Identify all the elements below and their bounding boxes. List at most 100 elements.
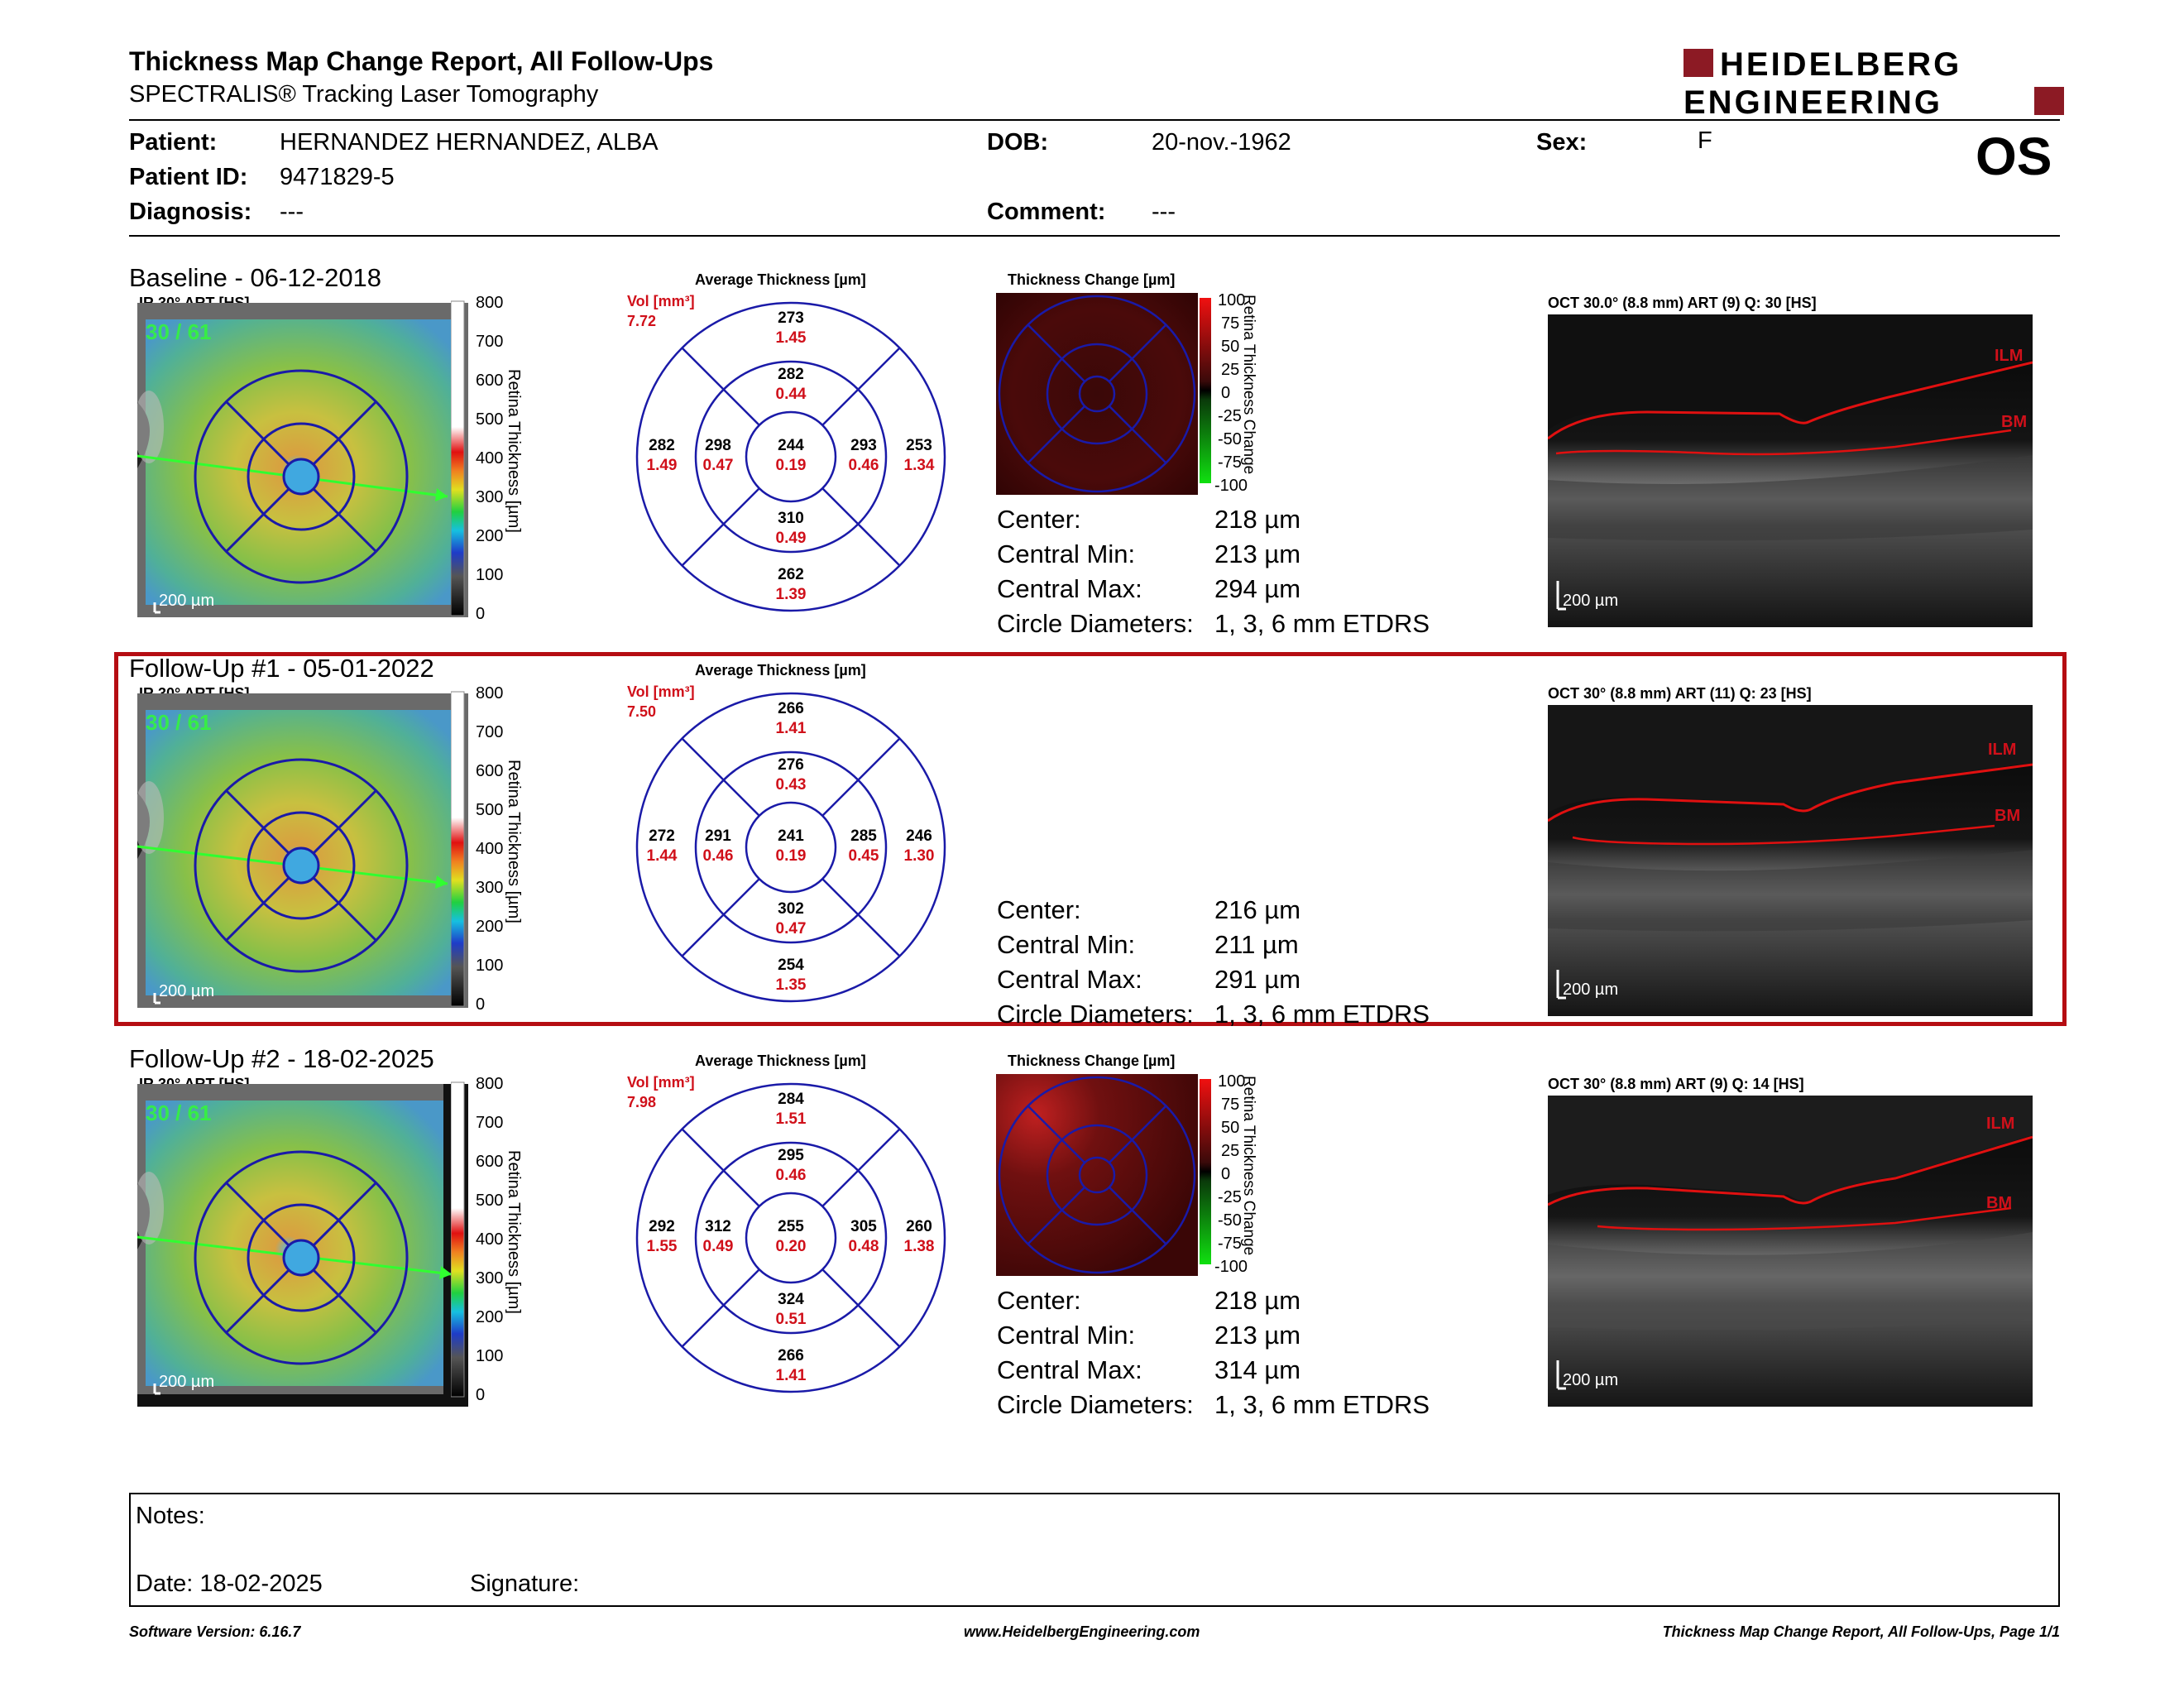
svg-text:293: 293 (850, 437, 877, 454)
heidelberg-logo: HEIDELBERG ENGINEERING (1684, 46, 2064, 120)
svg-text:800: 800 (476, 1076, 503, 1093)
follow-up-2-title: Follow-Up #2 - 18-02-2025 (129, 1044, 434, 1073)
svg-text:200 µm: 200 µm (1563, 592, 1618, 610)
svg-text:100: 100 (476, 957, 503, 975)
svg-text:273: 273 (778, 309, 804, 327)
svg-text:500: 500 (476, 801, 503, 819)
svg-text:-75: -75 (1218, 453, 1242, 472)
svg-text:0.47: 0.47 (703, 457, 734, 474)
footer-page-info: Thickness Map Change Report, All Follow-… (1662, 1623, 2060, 1640)
svg-text:-100: -100 (1214, 477, 1248, 495)
follow-up-1-colorbar: 800 700 600 500 400 300 200 100 0 Retina… (451, 685, 523, 1014)
baseline-oct-label: OCT 30.0° (8.8 mm) ART (9) Q: 30 [HS] (1548, 295, 1817, 311)
svg-text:0.44: 0.44 (776, 386, 807, 403)
svg-text:500: 500 (476, 410, 503, 429)
svg-text:100: 100 (1218, 291, 1245, 309)
svg-text:400: 400 (476, 449, 503, 468)
svg-text:0: 0 (1221, 384, 1230, 402)
svg-text:0.48: 0.48 (849, 1238, 879, 1255)
svg-text:BM: BM (2001, 413, 2027, 431)
baseline-avg-title: Average Thickness [µm] (695, 271, 866, 288)
patient-label: Patient: (129, 129, 218, 156)
svg-text:-50: -50 (1218, 430, 1242, 448)
follow-up-2-change-title: Thickness Change [µm] (1008, 1053, 1176, 1069)
svg-text:1.30: 1.30 (904, 847, 935, 865)
svg-text:1.34: 1.34 (904, 457, 935, 474)
svg-text:0.47: 0.47 (776, 920, 807, 938)
svg-text:244: 244 (778, 437, 804, 454)
follow-up-1-etdrs-grid: Vol [mm³] 7.50 266 1.41 276 0.43 272 1.4… (627, 683, 946, 1003)
svg-text:200 µm: 200 µm (159, 1373, 214, 1391)
follow-up-1-oct-scan: ILM BM 200 µm (1548, 705, 2033, 1016)
follow-up-1-title: Follow-Up #1 - 05-01-2022 (129, 654, 434, 683)
svg-text:-25: -25 (1218, 1188, 1242, 1206)
sex-label: Sex: (1536, 129, 1588, 156)
svg-text:0: 0 (476, 995, 485, 1014)
svg-text:BM: BM (1995, 807, 2020, 825)
svg-text:0: 0 (476, 605, 485, 623)
svg-text:1.49: 1.49 (647, 457, 678, 474)
follow-up-1-max-label: Central Max: (997, 965, 1142, 994)
notes-box[interactable] (129, 1493, 2060, 1607)
follow-up-2-min-label: Central Min: (997, 1321, 1136, 1350)
patient-id-label: Patient ID: (129, 164, 248, 190)
svg-text:241: 241 (778, 827, 804, 845)
follow-up-2-thickness-map: 30 / 61 200 µm (137, 1084, 468, 1407)
baseline-min-label: Central Min: (997, 539, 1136, 568)
baseline-center-label: Center: (997, 505, 1081, 534)
svg-text:0.46: 0.46 (776, 1167, 807, 1184)
svg-text:400: 400 (476, 1230, 503, 1249)
svg-text:255: 255 (778, 1218, 804, 1235)
follow-up-2-circle-value: 1, 3, 6 mm ETDRS (1214, 1390, 1430, 1419)
baseline-max-value: 294 µm (1214, 574, 1301, 603)
diagnosis-value: --- (280, 199, 304, 225)
svg-text:1.44: 1.44 (647, 847, 678, 865)
svg-text:100: 100 (1218, 1072, 1245, 1091)
svg-text:324: 324 (778, 1291, 804, 1308)
svg-text:0.43: 0.43 (776, 776, 807, 794)
follow-up-2-oct-scan: ILM BM 200 µm (1548, 1096, 2033, 1407)
logo-line-1: HEIDELBERG (1720, 46, 1961, 83)
follow-up-1-min-value: 211 µm (1214, 930, 1299, 959)
svg-text:7.72: 7.72 (627, 313, 656, 329)
baseline-etdrs-grid: Vol [mm³] 7.72 273 1.45 282 0.44 282 1.4… (627, 293, 946, 612)
svg-text:Vol [mm³]: Vol [mm³] (627, 293, 695, 309)
svg-text:400: 400 (476, 840, 503, 858)
svg-text:282: 282 (649, 437, 675, 454)
notes-label: Notes: (136, 1503, 205, 1529)
follow-up-2-avg-title: Average Thickness [µm] (695, 1053, 866, 1069)
svg-text:1.35: 1.35 (776, 976, 807, 994)
follow-up-1-oct-label: OCT 30° (8.8 mm) ART (11) Q: 23 [HS] (1548, 685, 1812, 702)
baseline-circle-label: Circle Diameters: (997, 609, 1194, 638)
svg-text:0.46: 0.46 (703, 847, 734, 865)
svg-text:276: 276 (778, 756, 804, 774)
svg-text:1.41: 1.41 (776, 720, 807, 737)
follow-up-1-highlight (114, 652, 2067, 1026)
report-subtitle: SPECTRALIS® Tracking Laser Tomography (129, 81, 599, 108)
svg-text:0.19: 0.19 (776, 847, 807, 865)
svg-text:Vol [mm³]: Vol [mm³] (627, 683, 695, 700)
svg-text:295: 295 (778, 1147, 804, 1164)
dob-label: DOB: (987, 129, 1049, 156)
baseline-change-title: Thickness Change [µm] (1008, 271, 1176, 288)
svg-text:272: 272 (649, 827, 675, 845)
svg-text:200 µm: 200 µm (159, 982, 214, 1000)
follow-up-1-center-value: 216 µm (1214, 895, 1301, 924)
svg-text:298: 298 (705, 437, 731, 454)
svg-text:200 µm: 200 µm (1563, 1371, 1618, 1389)
svg-text:700: 700 (476, 723, 503, 741)
svg-text:-25: -25 (1218, 407, 1242, 425)
svg-text:-75: -75 (1218, 1235, 1242, 1253)
svg-text:302: 302 (778, 900, 804, 918)
svg-text:Vol [mm³]: Vol [mm³] (627, 1074, 695, 1091)
logo-line-2: ENGINEERING (1684, 84, 1942, 120)
svg-text:285: 285 (850, 827, 877, 845)
svg-text:100: 100 (476, 566, 503, 584)
svg-text:Retina Thickness [µm]: Retina Thickness [µm] (505, 760, 523, 923)
footer-website[interactable]: www.HeidelbergEngineering.com (964, 1623, 1200, 1640)
baseline-center-value: 218 µm (1214, 505, 1301, 534)
svg-text:100: 100 (476, 1347, 503, 1365)
notes-date: Date: 18-02-2025 (136, 1571, 323, 1597)
follow-up-2-change-map: 100 75 50 25 0 -25 -50 -75 -100 Retina T… (996, 1072, 1257, 1276)
comment-value: --- (1152, 199, 1176, 225)
